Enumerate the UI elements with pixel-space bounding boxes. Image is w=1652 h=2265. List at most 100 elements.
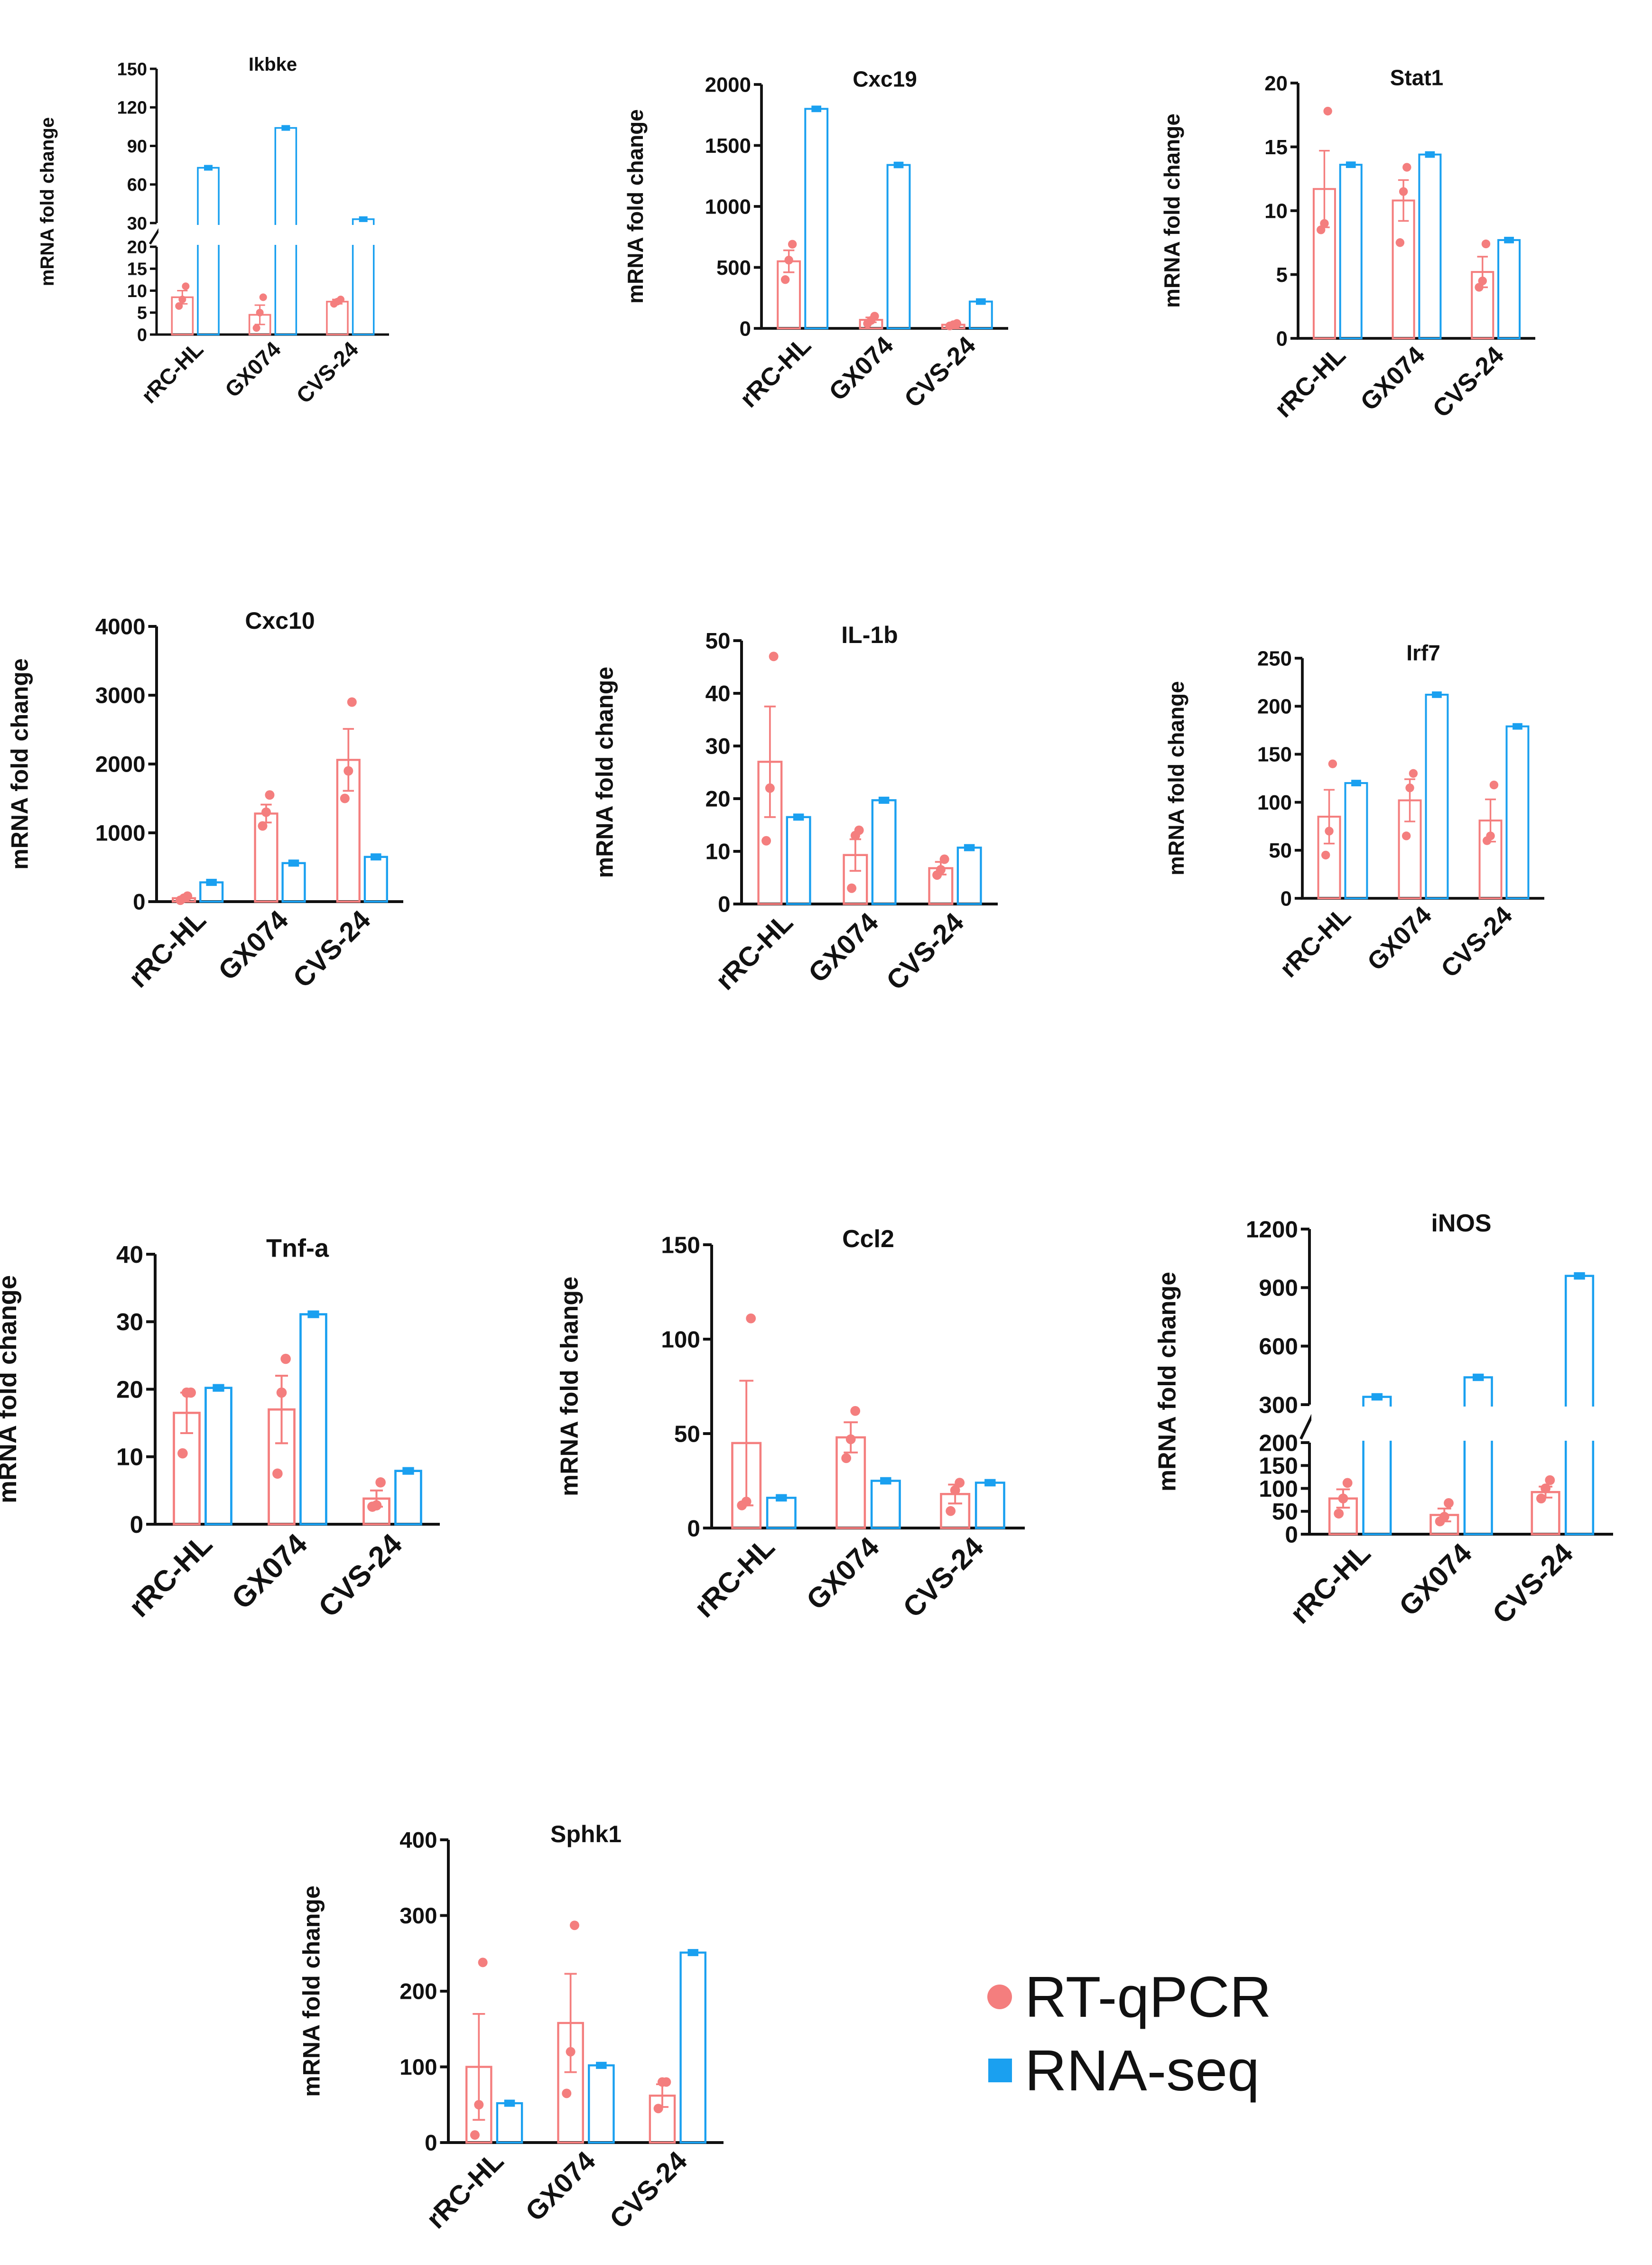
x-category-label: GX074	[800, 1531, 885, 1616]
x-category-label: CVS-24	[897, 1531, 989, 1623]
data-point-rtqpcr	[1444, 1498, 1454, 1508]
data-point-rtqpcr	[939, 854, 949, 864]
data-point-rtqpcr	[761, 836, 771, 846]
data-point-rtqpcr	[1401, 831, 1411, 840]
y-tick-label: 100	[1257, 791, 1292, 814]
x-category-label: rRC-HL	[710, 907, 799, 996]
data-point-rnaseq	[878, 796, 890, 804]
data-point-rnaseq	[206, 878, 217, 886]
y-tick-label: 4000	[95, 615, 146, 640]
y-axis-label: mRNA fold change	[623, 109, 648, 304]
y-axis-label: mRNA fold change	[0, 1275, 22, 1503]
y-tick-label: 600	[1259, 1333, 1298, 1360]
legend-label: RNA-seq	[1025, 2038, 1260, 2103]
legend: RT-qPCR RNA-seq	[987, 1965, 1271, 2103]
data-point-rnaseq	[793, 813, 804, 821]
chart-ccl2: Ccl2 mRNA fold change 0 50 100 150 rRC-HL GX074…	[556, 1225, 1025, 1623]
y-tick-label: 0	[130, 1511, 144, 1538]
bar-rnaseq	[679, 1951, 706, 2144]
data-point-rtqpcr	[183, 891, 193, 901]
data-point-rtqpcr	[661, 2077, 671, 2087]
y-axis-label: mRNA fold change	[592, 667, 618, 878]
data-point-rtqpcr	[258, 821, 268, 831]
y-tick-label: 20	[1264, 72, 1288, 95]
chart-title: Tnf-a	[266, 1234, 329, 1262]
y-tick-label: 1000	[705, 195, 751, 218]
data-point-rtqpcr	[178, 296, 186, 303]
y-axis-label: mRNA fold change	[37, 117, 58, 286]
bar-rnaseq	[1339, 164, 1363, 340]
bar-rnaseq	[1425, 693, 1449, 900]
data-point-rnaseq	[1425, 151, 1435, 158]
legend-marker-circle	[987, 1985, 1012, 2009]
bar-rnaseq	[1463, 1376, 1493, 1536]
y-tick-label: 10	[1264, 199, 1288, 223]
data-point-rtqpcr	[252, 324, 260, 332]
y-tick-label: 200	[1257, 695, 1292, 718]
chart-title: Irf7	[1406, 641, 1440, 665]
y-tick-label: 0	[1276, 327, 1288, 350]
y-tick-label: 300	[1259, 1392, 1298, 1418]
x-category-label: GX074	[520, 2145, 602, 2227]
x-category-label: GX074	[220, 336, 286, 402]
data-point-rnaseq	[213, 1384, 224, 1392]
data-point-rtqpcr	[1320, 219, 1329, 228]
data-point-rnaseq	[1371, 1393, 1383, 1401]
data-point-rtqpcr	[952, 319, 962, 328]
data-point-rnaseq	[687, 1949, 698, 1957]
data-point-rnaseq	[204, 165, 213, 171]
chart-tnf-a: Tnf-a mRNA fold change 0 10 20 30 40 rRC-HL GX07…	[0, 1234, 440, 1624]
bar-rnaseq	[1505, 725, 1530, 900]
x-category-label: CVS-24	[312, 1528, 408, 1624]
y-tick-label: 150	[1257, 743, 1292, 766]
data-point-rtqpcr	[256, 308, 264, 317]
chart-title: Cxc10	[245, 607, 315, 634]
y-tick-label: 60	[127, 175, 147, 195]
x-category-label: CVS-24	[881, 907, 970, 996]
chart-title: IL-1b	[841, 622, 898, 648]
y-tick-label: 2000	[705, 73, 751, 96]
bar-rnaseq	[956, 847, 982, 905]
y-tick-label: 3000	[95, 683, 146, 708]
bar-rnaseq	[804, 108, 829, 330]
data-point-rtqpcr	[343, 766, 353, 776]
y-tick-label: 0	[133, 890, 145, 915]
bar-rnaseq	[871, 799, 897, 905]
y-axis-label: mRNA fold change	[1160, 113, 1184, 308]
x-category-label: rRC-HL	[1284, 1537, 1376, 1630]
legend-marker-square	[988, 2059, 1012, 2082]
chart-title: Sphk1	[550, 1821, 622, 1847]
x-category-label: CVS-24	[1436, 901, 1518, 983]
data-point-rtqpcr	[1545, 1475, 1555, 1485]
y-tick-label: 0	[1281, 887, 1292, 910]
data-point-rtqpcr	[788, 240, 797, 249]
bar-rnaseq	[197, 167, 220, 336]
y-tick-label: 300	[399, 1903, 437, 1929]
data-point-rtqpcr	[1342, 1478, 1353, 1488]
data-point-rtqpcr	[936, 865, 946, 875]
axis-break-gap	[158, 225, 389, 245]
y-tick-label: 120	[117, 98, 147, 118]
data-point-rtqpcr	[955, 1478, 965, 1488]
x-category-label: GX074	[1393, 1537, 1478, 1622]
data-point-rnaseq	[1346, 161, 1356, 168]
data-point-rnaseq	[880, 1477, 891, 1485]
y-tick-label: 15	[1264, 136, 1288, 159]
x-category-label: GX074	[1355, 341, 1430, 416]
data-point-rtqpcr	[1405, 783, 1414, 792]
data-point-rtqpcr	[1478, 276, 1487, 286]
bar-rnaseq	[204, 1387, 232, 1526]
y-tick-label: 0	[740, 317, 751, 340]
data-point-rnaseq	[281, 125, 290, 131]
data-point-rnaseq	[811, 105, 822, 112]
data-point-rtqpcr	[1317, 225, 1326, 234]
data-point-rtqpcr	[1325, 827, 1334, 836]
data-point-rtqpcr	[566, 2047, 575, 2057]
y-tick-label: 20	[127, 237, 147, 257]
data-point-rtqpcr	[347, 697, 357, 707]
data-point-rtqpcr	[1399, 187, 1408, 196]
y-tick-label: 10	[127, 281, 147, 301]
data-point-rnaseq	[504, 2099, 515, 2107]
x-category-label: CVS-24	[604, 2145, 693, 2235]
data-point-rtqpcr	[1402, 163, 1411, 172]
